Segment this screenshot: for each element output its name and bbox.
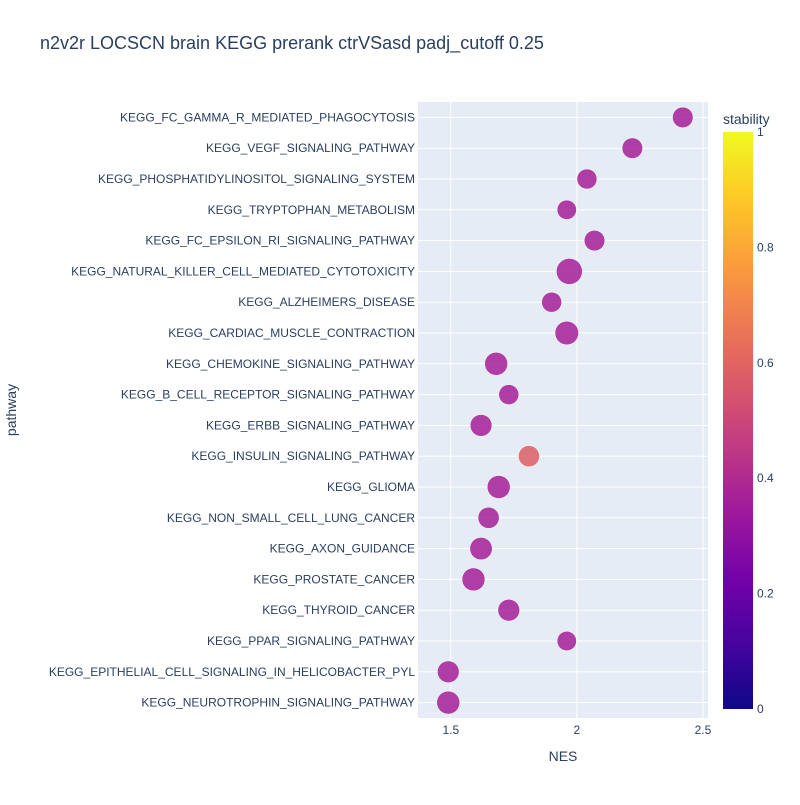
y-tick-label: KEGG_AXON_GUIDANCE <box>270 542 415 556</box>
x-tick-label: 2.5 <box>695 723 712 737</box>
data-point <box>498 384 520 405</box>
data-point <box>469 414 493 437</box>
y-tick-label: KEGG_TRYPTOPHAN_METABOLISM <box>208 203 415 217</box>
data-point <box>556 631 577 651</box>
x-tick-label: 1.5 <box>442 723 459 737</box>
data-point <box>497 599 520 622</box>
y-tick-label: KEGG_PROSTATE_CANCER <box>253 572 415 586</box>
y-axis-title: pathway <box>3 384 19 436</box>
data-point <box>556 199 577 220</box>
y-tick-label: KEGG_ALZHEIMERS_DISEASE <box>238 295 415 309</box>
data-point <box>461 567 486 592</box>
y-tick-label: KEGG_CHEMOKINE_SIGNALING_PATHWAY <box>166 357 415 371</box>
data-point <box>554 320 579 346</box>
y-tick-label: KEGG_NEUROTROPHIN_SIGNALING_PATHWAY <box>141 696 415 710</box>
data-point <box>437 660 460 683</box>
data-point <box>621 137 643 159</box>
x-axis-title: NES <box>549 748 578 764</box>
x-tick-label: 2 <box>574 723 581 737</box>
data-point <box>469 537 493 561</box>
colorbar-tick-label: 0 <box>757 702 764 716</box>
y-tick-label: KEGG_CARDIAC_MUSCLE_CONTRACTION <box>168 326 415 340</box>
y-tick-label: KEGG_NATURAL_KILLER_CELL_MEDIATED_CYTOTO… <box>71 264 415 278</box>
y-tick-label: KEGG_FC_EPSILON_RI_SIGNALING_PATHWAY <box>145 234 415 248</box>
colorbar-tick-label: 0.2 <box>757 587 774 601</box>
y-tick-label: KEGG_GLIOMA <box>327 480 415 494</box>
data-point <box>576 168 598 190</box>
data-point <box>518 445 540 468</box>
data-point <box>672 106 694 128</box>
y-tick-label: KEGG_FC_GAMMA_R_MEDIATED_PHAGOCYTOSIS <box>120 110 415 124</box>
colorbar-tick-label: 0.8 <box>757 240 774 254</box>
colorbar-tick-label: 0.6 <box>757 356 774 370</box>
y-tick-label: KEGG_B_CELL_RECEPTOR_SIGNALING_PATHWAY <box>121 388 415 402</box>
colorbar <box>723 132 753 709</box>
y-tick-label: KEGG_PHOSPHATIDYLINOSITOL_SIGNALING_SYST… <box>98 172 415 186</box>
data-point <box>484 352 508 376</box>
plot-background <box>418 102 708 718</box>
y-tick-label: KEGG_EPITHELIAL_CELL_SIGNALING_IN_HELICO… <box>49 665 415 679</box>
y-tick-label: KEGG_NON_SMALL_CELL_LUNG_CANCER <box>167 511 415 525</box>
data-point <box>436 690 461 715</box>
data-point <box>583 230 606 252</box>
y-tick-label: KEGG_THYROID_CANCER <box>262 603 415 617</box>
chart-title: n2v2r LOCSCN brain KEGG prerank ctrVSasd… <box>40 33 544 53</box>
y-tick-label: KEGG_VEGF_SIGNALING_PATHWAY <box>206 141 415 155</box>
y-tick-label: KEGG_PPAR_SIGNALING_PATHWAY <box>207 634 415 648</box>
colorbar-tick-label: 1 <box>757 125 764 139</box>
y-tick-label: KEGG_INSULIN_SIGNALING_PATHWAY <box>191 449 415 463</box>
data-point <box>541 291 562 313</box>
colorbar-tick-label: 0.4 <box>757 471 774 485</box>
colorbar-title: stability <box>723 111 770 127</box>
y-tick-label: KEGG_ERBB_SIGNALING_PATHWAY <box>206 418 415 432</box>
data-point <box>477 506 500 529</box>
data-point <box>486 475 511 499</box>
data-point <box>556 258 583 285</box>
